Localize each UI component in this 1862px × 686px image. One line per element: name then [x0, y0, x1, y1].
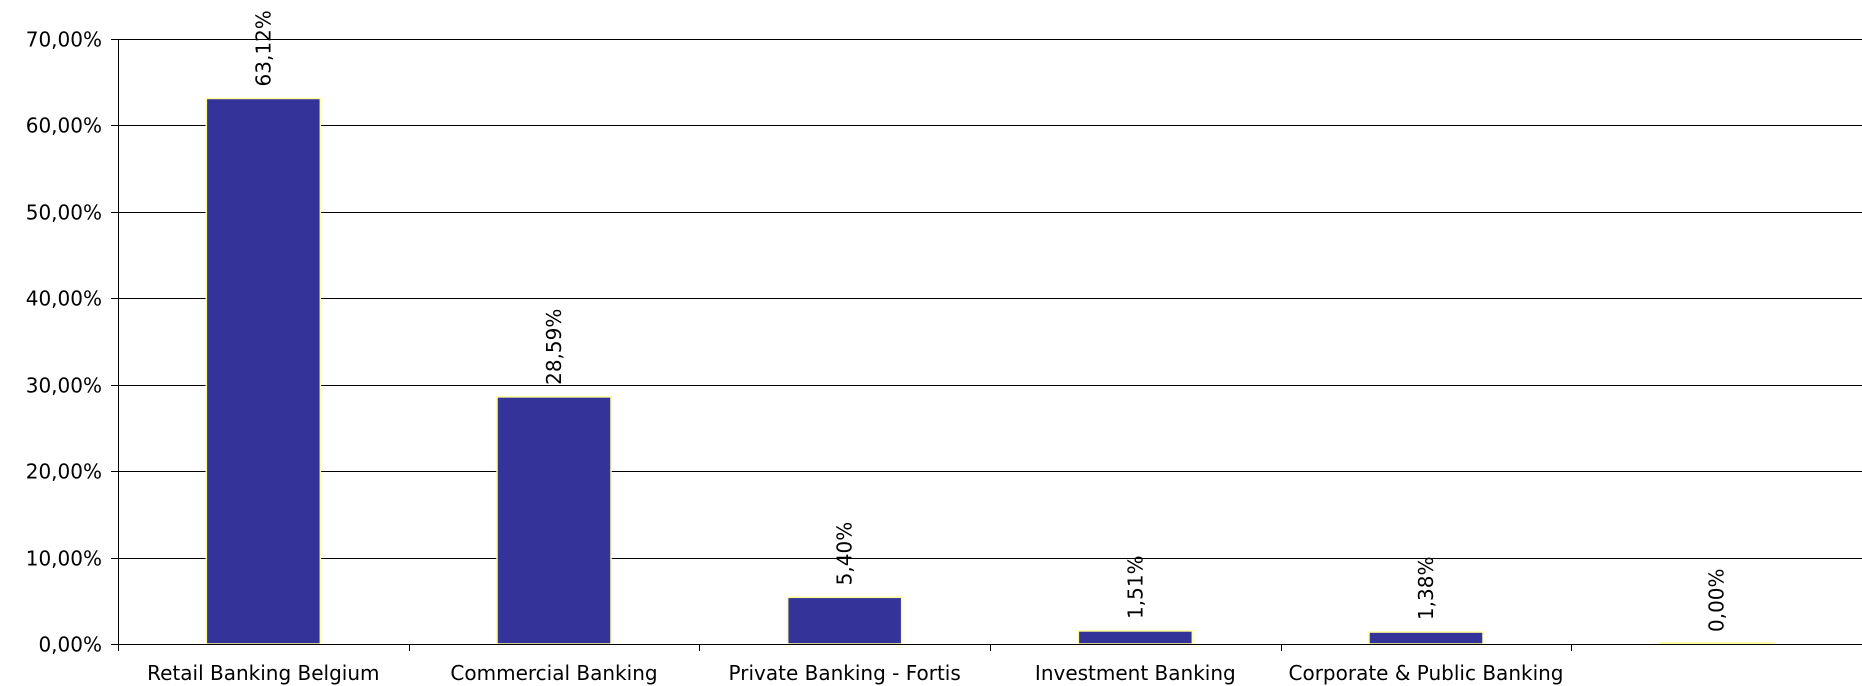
x-tick-labels: Retail Banking Belgium Commercial Banking…	[147, 661, 1563, 685]
y-tick-label: 0,00%	[38, 633, 102, 657]
x-tick-label: Corporate & Public Banking	[1289, 661, 1564, 685]
axes	[111, 39, 1862, 651]
y-tick-label: 20,00%	[26, 460, 102, 484]
y-tick-label: 60,00%	[26, 114, 102, 138]
x-tick-label: Investment Banking	[1035, 661, 1236, 685]
bar	[496, 396, 612, 645]
data-label: 5,40%	[833, 522, 857, 586]
bar	[1368, 631, 1484, 645]
y-tick-label: 10,00%	[26, 547, 102, 571]
bar	[205, 97, 322, 645]
data-label: 0,00%	[1705, 568, 1729, 632]
x-tick-label: Retail Banking Belgium	[147, 661, 379, 685]
data-label: 63,12%	[251, 10, 275, 86]
data-label: 1,51%	[1123, 555, 1147, 619]
x-tick-label: Commercial Banking	[450, 661, 657, 685]
gridlines	[118, 39, 1862, 559]
y-tick-label: 50,00%	[26, 201, 102, 225]
y-tick-label: 70,00%	[26, 28, 102, 52]
data-label: 1,38%	[1414, 557, 1438, 621]
data-label: 28,59%	[542, 309, 566, 385]
y-tick-label: 40,00%	[26, 287, 102, 311]
bar	[1077, 630, 1194, 645]
y-tick-labels: 0,00% 10,00% 20,00% 30,00% 40,00% 50,00% 60,00…	[26, 28, 102, 657]
y-tick-label: 30,00%	[26, 374, 102, 398]
bar	[786, 596, 903, 645]
bars	[205, 97, 1775, 645]
data-labels: 63,12% 28,59% 5,40% 1,51% 1,38% 0,00%	[251, 10, 1728, 632]
x-tick-label: Private Banking - Fortis	[729, 661, 961, 685]
bar	[1658, 642, 1775, 645]
